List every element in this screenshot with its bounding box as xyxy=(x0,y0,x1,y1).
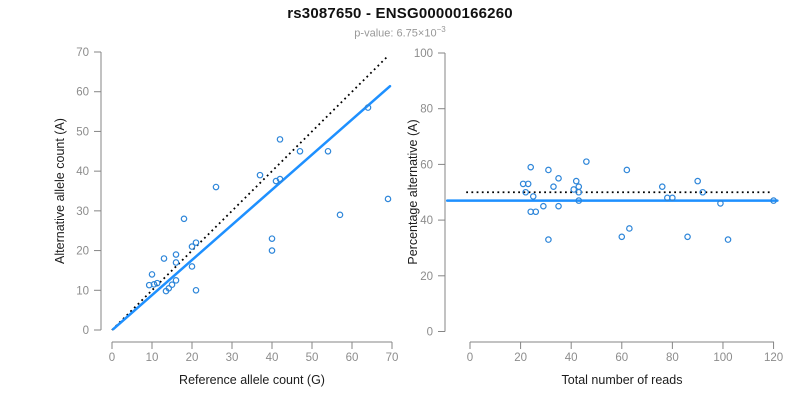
data-point xyxy=(694,177,701,185)
y-tick-label: 70 xyxy=(76,47,89,59)
x-tick-label: 20 xyxy=(186,352,199,364)
data-point xyxy=(268,247,276,254)
x-tick-label: 40 xyxy=(565,352,578,364)
x-tick-label: 100 xyxy=(713,352,732,364)
y-tick-label: 40 xyxy=(420,215,433,227)
data-point xyxy=(724,236,732,243)
data-point xyxy=(268,235,276,242)
left-scatter-plot: 0 10 20 30 40 50 60 70 0 10 20 30 40 50 60 70 Reference … xyxy=(53,47,399,387)
y-tick-label: 10 xyxy=(76,285,89,297)
data-point xyxy=(148,271,156,278)
data-point xyxy=(575,188,583,196)
x-tick-label: 40 xyxy=(266,352,279,364)
data-point xyxy=(669,194,676,202)
chart-subtitle: p-value: 6.75×10−3 xyxy=(0,25,800,40)
data-point xyxy=(529,193,537,200)
x-tick-label: 60 xyxy=(615,352,628,364)
data-point xyxy=(583,158,590,165)
data-point xyxy=(192,286,200,294)
data-point xyxy=(172,251,180,258)
identity-line xyxy=(111,55,389,331)
data-point xyxy=(545,236,552,243)
data-point xyxy=(153,279,161,287)
y-axis-label: Alternative allele count (A) xyxy=(53,118,67,264)
data-point xyxy=(626,225,633,232)
data-point xyxy=(545,166,552,174)
data-point xyxy=(522,188,529,196)
data-point xyxy=(336,211,344,219)
data-point xyxy=(256,171,264,179)
data-point xyxy=(172,259,180,266)
y-tick-label: 30 xyxy=(76,206,89,218)
y-axis-label: Percentage alternative (A) xyxy=(406,119,420,264)
data-point xyxy=(555,175,562,182)
data-point xyxy=(168,281,176,289)
data-point xyxy=(540,202,547,210)
data-point xyxy=(276,175,284,183)
data-point xyxy=(572,177,580,185)
data-point xyxy=(623,166,631,174)
data-point xyxy=(172,277,180,284)
data-point xyxy=(212,183,220,191)
x-tick-label: 30 xyxy=(226,352,239,364)
data-point xyxy=(160,255,168,262)
data-point xyxy=(384,195,392,203)
data-point xyxy=(524,180,532,188)
x-tick-label: 0 xyxy=(109,352,115,364)
data-point xyxy=(550,183,557,190)
data-point xyxy=(575,183,583,190)
regression-line xyxy=(111,84,392,331)
data-point xyxy=(364,104,372,111)
x-tick-label: 120 xyxy=(764,352,783,364)
y-tick-label: 40 xyxy=(76,166,89,178)
x-tick-label: 60 xyxy=(346,352,359,364)
data-point xyxy=(150,281,158,288)
data-point xyxy=(717,200,724,207)
y-tick-label: 0 xyxy=(83,325,89,337)
data-point xyxy=(165,285,173,292)
x-axis-label: Reference allele count (G) xyxy=(179,373,325,387)
data-point xyxy=(618,233,626,241)
data-point xyxy=(296,147,304,155)
x-tick-label: 20 xyxy=(514,352,527,364)
subtitle-pvalue: p-value: 6.75×10 xyxy=(354,27,437,40)
x-tick-label: 50 xyxy=(306,352,319,364)
data-point xyxy=(658,183,666,190)
data-point xyxy=(555,202,562,210)
x-axis-label: Total number of reads xyxy=(562,373,683,387)
data-point xyxy=(188,263,196,270)
x-tick-label: 70 xyxy=(386,352,399,364)
data-point xyxy=(276,136,284,143)
data-point xyxy=(699,188,707,196)
data-point xyxy=(192,239,200,246)
y-tick-label: 80 xyxy=(420,104,433,116)
data-point xyxy=(770,197,777,204)
y-tick-label: 0 xyxy=(427,327,433,339)
y-tick-label: 60 xyxy=(76,87,89,99)
y-tick-label: 50 xyxy=(76,126,89,138)
x-tick-label: 10 xyxy=(146,352,159,364)
x-tick-label: 80 xyxy=(666,352,679,364)
y-tick-label: 100 xyxy=(414,48,433,60)
y-tick-label: 60 xyxy=(420,159,433,171)
data-point xyxy=(575,197,583,204)
data-point xyxy=(570,186,578,193)
data-point xyxy=(684,233,691,241)
right-scatter-plot: 0 20 40 60 80 100 0 20 40 60 80 100 120 Total number … xyxy=(406,48,783,387)
data-point xyxy=(324,147,332,155)
data-point xyxy=(527,163,535,171)
chart-title: rs3087650 - ENSG00000166260 xyxy=(287,5,513,22)
y-tick-label: 20 xyxy=(420,271,433,283)
data-point xyxy=(188,243,196,250)
x-tick-label: 0 xyxy=(467,352,473,364)
subtitle-exponent: −3 xyxy=(436,25,446,34)
y-tick-label: 20 xyxy=(76,246,89,258)
data-point xyxy=(180,215,188,223)
data-point xyxy=(532,208,540,216)
